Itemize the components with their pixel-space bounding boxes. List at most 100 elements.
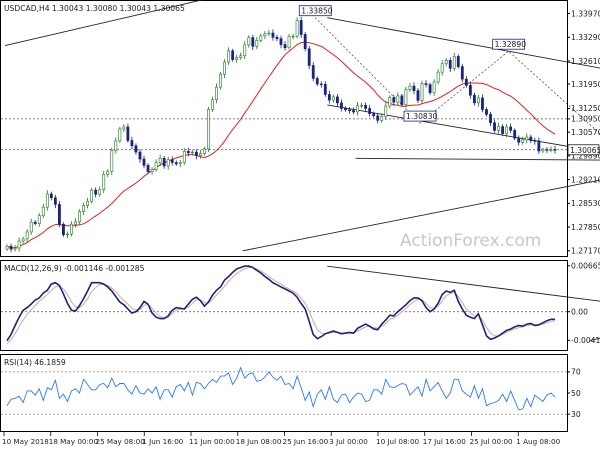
candle-body	[41, 206, 45, 216]
rsi-tick-label: 30	[571, 410, 581, 419]
candle-body	[146, 165, 150, 172]
candle-body	[110, 150, 114, 172]
macd-pane	[0, 260, 568, 351]
candle-body	[150, 169, 154, 172]
candle-body	[98, 189, 102, 195]
x-tick-label: 1 Aug 08:00	[516, 437, 560, 446]
trendline	[4, 0, 204, 47]
candle-body	[340, 102, 343, 109]
candle-body	[319, 83, 323, 86]
candle-body	[311, 65, 315, 79]
candle-body	[440, 63, 444, 73]
candle-body	[537, 140, 541, 152]
candle-body	[194, 151, 198, 156]
price-tick-label: 1.28530	[571, 199, 600, 208]
candle-body	[138, 151, 142, 160]
candle-body	[356, 105, 359, 113]
candle-body	[485, 109, 488, 115]
candle-body	[275, 36, 279, 39]
candle-body	[78, 211, 81, 223]
price-tick-label: 1.33290	[571, 33, 600, 42]
candle-body	[497, 126, 500, 131]
x-tick-label: 10 Jul 08:00	[376, 437, 420, 446]
rsi-pane-title: RSI(14) 46.1859	[4, 358, 66, 367]
candle-body	[368, 108, 372, 114]
price-tick-label: 1.27850	[571, 223, 600, 232]
rsi-tick-label: 50	[571, 389, 581, 398]
rsi-line	[6, 366, 556, 411]
price-pane-title: USDCAD,H4 1.30043 1.30080 1.30043 1.3006…	[4, 4, 185, 13]
candle-body	[452, 56, 456, 69]
candle-body	[267, 32, 271, 35]
candle-body	[448, 59, 452, 69]
price-tick-label: 1.33970	[571, 9, 600, 18]
macd-tick-label: 0.006651	[571, 262, 600, 271]
candle-body	[335, 96, 339, 104]
candle-body	[154, 162, 158, 170]
candle-body	[553, 149, 557, 151]
candle-body	[331, 96, 335, 101]
candle-body	[271, 32, 275, 38]
candle-body	[227, 50, 231, 63]
candle-body	[444, 59, 448, 65]
swing-price-label: 1.33850	[301, 7, 333, 16]
candle-body	[299, 20, 303, 35]
swing-price-box	[298, 5, 332, 17]
candle-body	[106, 170, 110, 175]
candle-body	[94, 189, 98, 195]
x-tick-label: 1 Jun 16:00	[142, 437, 184, 446]
price-tick-label: 1.31250	[571, 104, 600, 113]
candle-body	[178, 162, 182, 165]
current-price-box	[567, 144, 600, 156]
candle-body	[243, 44, 247, 57]
candle-body	[525, 136, 529, 141]
candle-body	[9, 245, 13, 250]
macd-pane-title: MACD(12,26,9) -0.001146 -0.001285	[4, 264, 145, 273]
candle-body	[380, 116, 384, 121]
candle-body	[74, 221, 77, 225]
candle-body	[66, 233, 69, 236]
swing-price-label: 1.32890	[495, 40, 527, 49]
candle-body	[364, 104, 368, 109]
candle-body	[392, 97, 396, 103]
candle-body	[505, 126, 509, 134]
price-tick-label: 1.30950	[571, 115, 600, 124]
price-tick-label: 1.31950	[571, 80, 600, 89]
candle-body	[126, 126, 130, 141]
candle-body	[416, 90, 420, 101]
candle-body	[122, 126, 126, 130]
candle-body	[263, 33, 267, 37]
candle-body	[207, 109, 210, 150]
candle-body	[37, 215, 41, 224]
candle-body	[255, 40, 259, 47]
candle-body	[223, 61, 226, 75]
candle-body	[118, 128, 122, 142]
candle-body	[53, 197, 57, 205]
candle-body	[17, 240, 21, 249]
candle-body	[541, 149, 545, 152]
candle-body	[295, 20, 299, 37]
rsi-pane	[0, 354, 568, 432]
candle-body	[513, 130, 517, 139]
candle-body	[134, 145, 138, 153]
candle-body	[460, 66, 464, 80]
candle-body	[529, 136, 533, 141]
price-tick-label: 1.32610	[571, 57, 600, 66]
candle-body	[203, 148, 206, 154]
candle-body	[348, 109, 351, 111]
candle-body	[82, 205, 85, 212]
price-tick-label: 1.27170	[571, 247, 600, 256]
candle-body	[130, 140, 134, 147]
rsi-y-axis: 70 50 30	[567, 368, 581, 419]
candle-body	[477, 97, 480, 104]
candle-body	[186, 151, 190, 154]
candle-body	[215, 86, 218, 101]
candle-body	[517, 137, 521, 143]
x-tick-label: 3 Jul 00:00	[329, 437, 368, 446]
candle-body	[174, 162, 178, 165]
candle-body	[481, 97, 484, 110]
price-y-axis: 1.33970 1.33290 1.32610 1.31950 1.31250 1.309…	[567, 9, 600, 256]
candle-body	[315, 78, 319, 85]
candle-body	[49, 193, 53, 199]
